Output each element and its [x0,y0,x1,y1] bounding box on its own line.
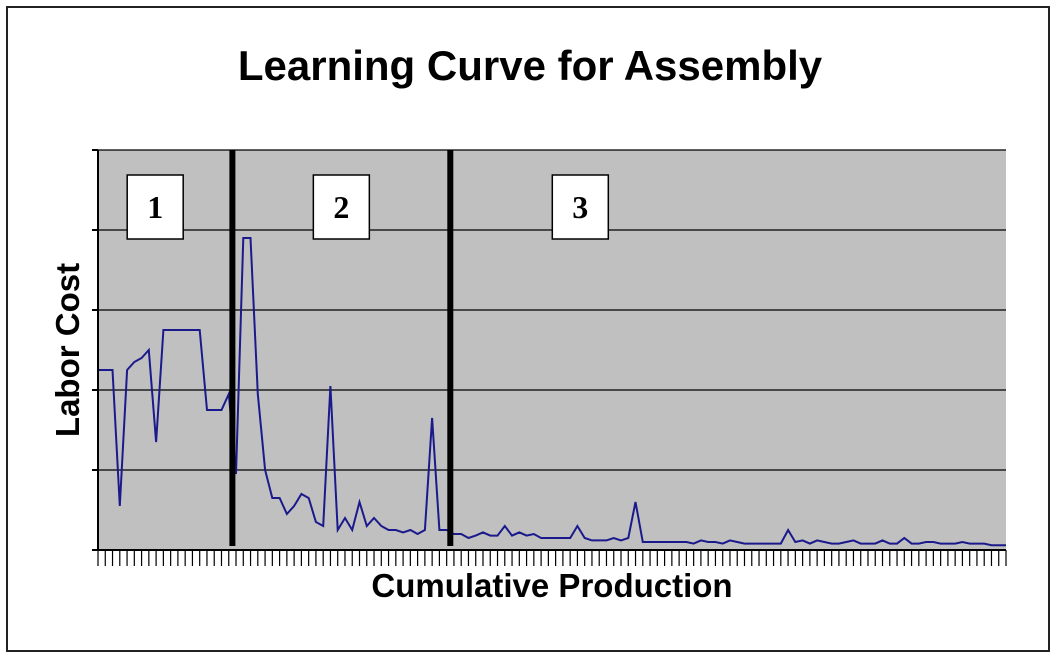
region-label-2: 2 [312,174,371,240]
region-label-box [551,174,610,240]
x-axis-ticks [97,550,1007,566]
region-label-text: 1 [147,189,163,225]
region-label-box [126,174,184,240]
series-line [98,237,1006,547]
region-label-1: 1 [126,174,184,240]
region-labels: 1 2 3 [126,174,610,240]
x-axis-label: Cumulative Production [371,567,732,604]
region-label-box [312,174,371,240]
phase-dividers [229,150,454,546]
region-label-3: 3 [551,174,610,240]
region-label-text: 2 [333,189,349,225]
chart-title: Learning Curve for Assembly [238,42,823,89]
gridlines [98,149,1006,471]
y-axis-label: Labor Cost [49,263,86,437]
region-label-text: 3 [572,189,588,225]
